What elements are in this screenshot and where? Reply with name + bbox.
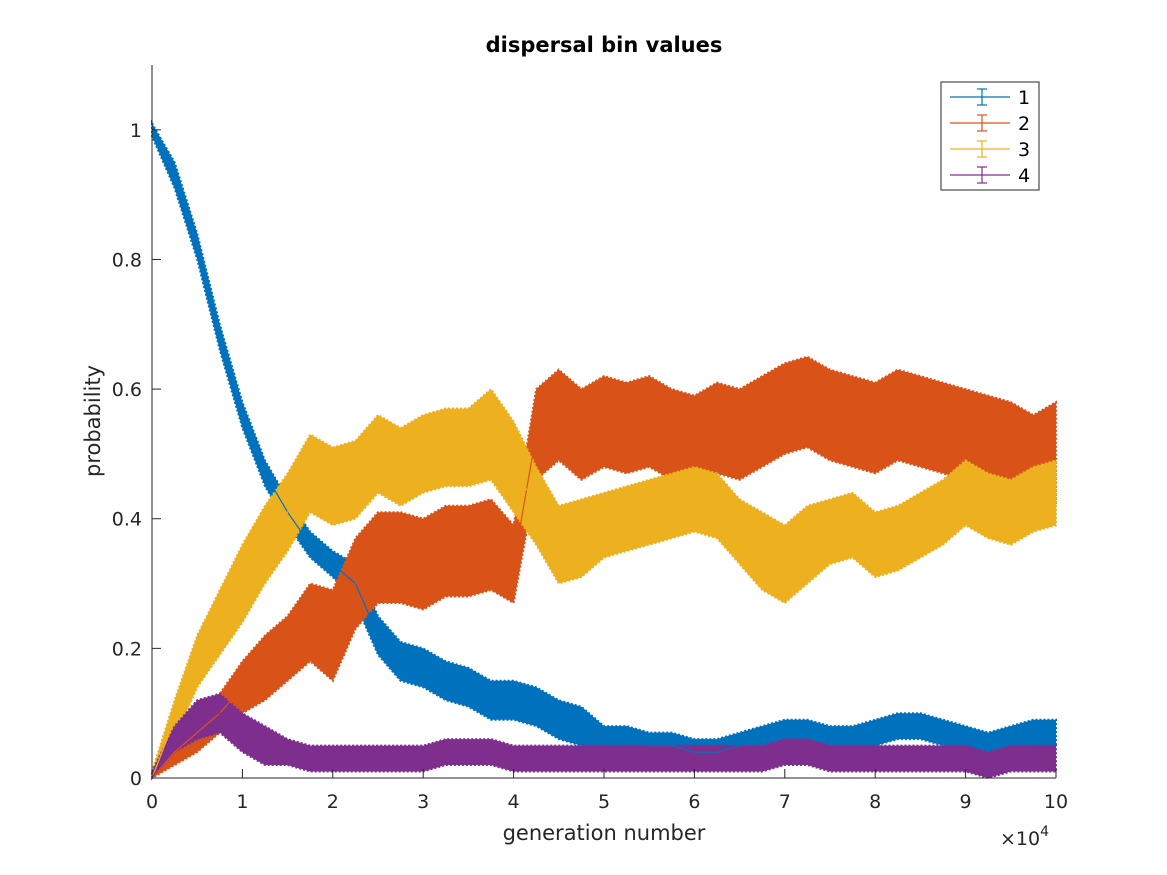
error-band-layer <box>151 119 1057 782</box>
x-tick-label: 10 <box>1044 791 1068 813</box>
legend-label: 3 <box>1018 139 1030 161</box>
y-ticks: 0 0.2 0.4 0.6 0.8 1 <box>112 120 161 790</box>
x-axis-label: generation number <box>503 821 706 845</box>
series-4-line <box>151 712 1056 779</box>
x-tick-label: 1 <box>236 791 248 813</box>
x-tick-label: 7 <box>779 791 791 813</box>
y-tick-label: 0.2 <box>112 638 142 660</box>
series-4-error-band <box>151 692 1057 781</box>
legend-item-4: 4 <box>950 165 1030 187</box>
x-tick-label: 8 <box>869 791 881 813</box>
x-exponent-base: ×10 <box>1000 828 1040 850</box>
y-tick-label: 0.4 <box>112 509 142 531</box>
x-tick-label: 0 <box>146 791 158 813</box>
chart-title: dispersal bin values <box>486 33 723 57</box>
x-tick-label: 5 <box>598 791 610 813</box>
y-axis-label: probability <box>81 365 105 477</box>
series-1-line <box>151 129 1056 753</box>
y-tick-label: 0.6 <box>112 379 142 401</box>
legend-label: 4 <box>1018 165 1030 187</box>
x-exponent-label: ×104 <box>1000 824 1049 850</box>
series-3-error-band <box>151 387 1057 782</box>
legend: 1 2 3 4 <box>940 81 1040 191</box>
y-tick-label: 1 <box>130 120 142 142</box>
series-1-error-band <box>151 119 1057 766</box>
x-exponent-power: 4 <box>1040 824 1049 840</box>
legend-label: 2 <box>1018 113 1030 135</box>
x-tick-label: 2 <box>327 791 339 813</box>
legend-item-2: 2 <box>950 113 1030 135</box>
series-3-line <box>151 433 1057 779</box>
y-tick-label: 0.8 <box>112 249 142 271</box>
legend-label: 1 <box>1018 87 1030 109</box>
x-tick-label: 9 <box>960 791 972 813</box>
x-tick-label: 4 <box>508 791 520 813</box>
y-tick-label: 0 <box>130 768 142 790</box>
series-line-layer <box>151 129 1057 779</box>
legend-item-3: 3 <box>950 139 1030 161</box>
series-2-line <box>151 401 1057 779</box>
x-tick-label: 6 <box>688 791 700 813</box>
legend-item-1: 1 <box>950 87 1030 109</box>
x-tick-label: 3 <box>417 791 429 813</box>
x-ticks: 0 1 2 3 4 5 6 7 8 9 10 <box>146 769 1068 813</box>
legend-box <box>940 81 1040 191</box>
